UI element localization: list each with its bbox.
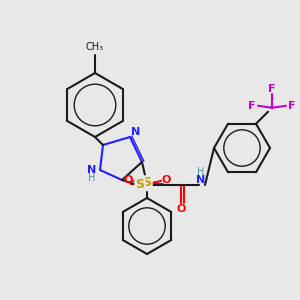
Text: F: F bbox=[288, 101, 296, 111]
Text: CH₃: CH₃ bbox=[86, 42, 104, 52]
Text: S: S bbox=[142, 176, 152, 190]
Text: H: H bbox=[88, 173, 96, 183]
Text: F: F bbox=[268, 84, 276, 94]
Text: O: O bbox=[123, 175, 133, 185]
Text: N: N bbox=[131, 127, 141, 137]
Text: S: S bbox=[136, 178, 145, 191]
Text: O: O bbox=[176, 204, 186, 214]
Text: O: O bbox=[161, 175, 171, 185]
Text: N: N bbox=[196, 175, 206, 185]
Text: H: H bbox=[197, 167, 205, 177]
Text: F: F bbox=[248, 101, 256, 111]
Text: N: N bbox=[87, 165, 97, 175]
